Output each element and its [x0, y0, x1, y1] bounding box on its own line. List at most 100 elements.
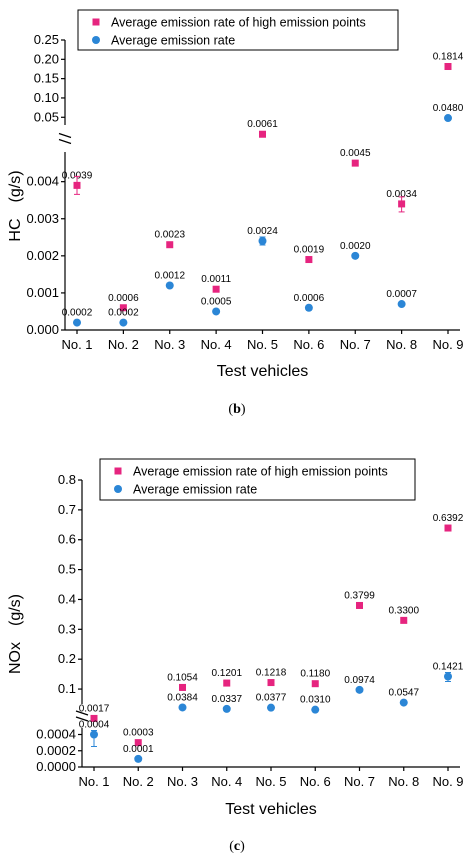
high-point — [90, 714, 98, 722]
data-label: 0.0004 — [79, 720, 110, 731]
x-tick-label: No. 8 — [386, 337, 417, 352]
data-label: 0.0007 — [386, 289, 417, 300]
data-label: 0.0017 — [79, 703, 110, 714]
data-label: 0.0337 — [211, 694, 242, 705]
x-tick-label: No. 6 — [293, 337, 324, 352]
y-tick-label: 0.25 — [34, 32, 59, 47]
data-label: 0.0006 — [294, 293, 325, 304]
avg-point — [119, 318, 128, 327]
error-bar — [74, 175, 80, 195]
data-label: 0.0377 — [256, 693, 287, 704]
y-tick-label: 0.000 — [26, 322, 59, 337]
y-tick-label: 0.0000 — [36, 759, 76, 774]
high-point — [259, 130, 266, 138]
error-bar — [259, 236, 266, 246]
data-label: 0.0974 — [344, 675, 375, 686]
data-label: 0.3799 — [344, 590, 375, 601]
y-tick-label: 0.3 — [58, 621, 76, 636]
avg-point — [304, 303, 313, 312]
data-label: 0.1201 — [211, 668, 242, 679]
high-point — [134, 739, 142, 747]
data-label: 0.0310 — [300, 695, 331, 706]
data-label: 0.0002 — [108, 308, 139, 319]
y-tick-label: 0.7 — [58, 502, 76, 517]
data-label: 0.3300 — [388, 605, 419, 616]
x-tick-label: No. 2 — [108, 337, 139, 352]
y-tick-label: 0.0004 — [36, 727, 76, 742]
y-tick-label: 0.5 — [58, 562, 76, 577]
x-tick-label: No. 1 — [78, 774, 109, 789]
x-tick-label: No. 7 — [340, 337, 371, 352]
x-tick-label: No. 7 — [344, 774, 375, 789]
legend: Average emission rate of high emission p… — [77, 9, 399, 51]
x-tick-label: No. 2 — [123, 774, 154, 789]
high-point — [400, 616, 408, 624]
high-point — [356, 601, 363, 609]
y-tick-label: 0.8 — [58, 472, 76, 487]
x-tick-label: No. 1 — [61, 337, 92, 352]
high-point — [119, 304, 127, 312]
chart-panel-c: 0.10.20.30.40.50.60.70.80.00000.00020.00… — [7, 458, 464, 854]
data-label: 0.0547 — [388, 688, 419, 699]
legend-marker-avg — [92, 36, 100, 44]
data-label: 0.0024 — [247, 226, 278, 237]
data-label: 0.0012 — [154, 271, 185, 282]
high-point — [311, 680, 319, 688]
x-axis-title: Test vehicles — [225, 801, 317, 818]
data-label: 0.0020 — [340, 241, 371, 252]
legend: Average emission rate of high emission p… — [99, 458, 416, 501]
legend-label-avg: Average emission rate — [111, 34, 235, 48]
legend-marker-high — [114, 467, 122, 475]
avg-point — [355, 685, 364, 694]
data-label: 0.1421 — [433, 661, 464, 672]
avg-point — [397, 300, 406, 309]
data-label: 0.0061 — [247, 119, 278, 130]
high-point — [223, 679, 231, 687]
data-label: 0.0005 — [201, 296, 232, 307]
high-point — [166, 241, 174, 249]
legend-label-avg: Average emission rate — [133, 483, 257, 497]
x-tick-label: No. 5 — [255, 774, 286, 789]
avg-point — [165, 281, 174, 290]
x-axis-title: Test vehicles — [217, 363, 309, 380]
y-tick-label: 0.001 — [26, 285, 59, 300]
error-bar — [91, 730, 97, 747]
high-point — [267, 679, 275, 687]
y-tick-label: 0.05 — [34, 109, 59, 124]
y-axis-title: HC (g/s) — [7, 170, 24, 241]
data-label: 0.1180 — [300, 669, 330, 680]
y-tick-label: 0.4 — [58, 591, 76, 606]
data-label: 0.6392 — [433, 513, 464, 524]
avg-point — [134, 754, 143, 763]
y-tick-label: 0.003 — [26, 211, 59, 226]
error-bar — [445, 671, 451, 682]
legend-marker-high — [92, 18, 100, 26]
high-point — [305, 256, 313, 264]
legend-label-high: Average emission rate of high emission p… — [133, 465, 388, 479]
data-label: 0.0019 — [294, 245, 325, 256]
data-label: 0.0480 — [433, 103, 464, 114]
panel-label-letter: b — [233, 402, 241, 417]
x-tick-label: No. 5 — [247, 337, 278, 352]
high-point — [351, 159, 359, 167]
x-tick-label: No. 8 — [388, 774, 419, 789]
data-label: 0.0023 — [154, 230, 185, 241]
y-tick-label: 0.004 — [26, 174, 59, 189]
x-tick-label: No. 3 — [154, 337, 185, 352]
y-tick-label: 0.2 — [58, 651, 76, 666]
avg-point — [311, 705, 320, 714]
x-tick-label: No. 9 — [432, 337, 463, 352]
x-tick-label: No. 6 — [300, 774, 331, 789]
axis-break-mark — [58, 132, 72, 139]
y-tick-label: 0.10 — [34, 90, 59, 105]
y-tick-label: 0.0002 — [36, 743, 76, 758]
high-point — [179, 683, 186, 691]
data-label: 0.0006 — [108, 293, 139, 304]
high-point — [444, 63, 452, 71]
data-label: 0.1814 — [433, 52, 464, 63]
y-tick-label: 0.002 — [26, 248, 59, 263]
panel-label: (b) — [228, 402, 245, 417]
panel-label-letter: c — [234, 839, 240, 854]
data-label: 0.0003 — [123, 728, 154, 739]
